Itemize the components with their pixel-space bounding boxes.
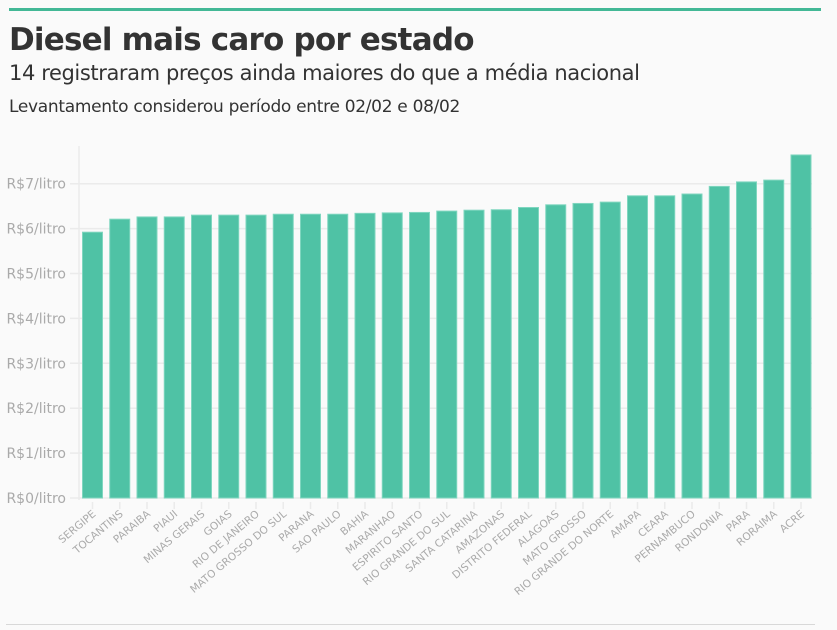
chart-subtitle: 14 registraram preços ainda maiores do q…	[9, 61, 640, 85]
y-tick-label: R$4/litro	[6, 311, 66, 327]
y-tick-label: R$2/litro	[6, 401, 66, 417]
bar	[191, 214, 212, 499]
y-tick-label: R$5/litro	[6, 267, 66, 283]
bar	[136, 216, 158, 499]
y-tick-label: R$0/litro	[6, 491, 66, 507]
bar	[518, 206, 539, 499]
bar	[82, 231, 103, 499]
bar	[218, 214, 240, 499]
bar	[245, 214, 267, 499]
bar	[627, 195, 648, 499]
bar	[490, 209, 512, 499]
bottom-divider	[6, 624, 815, 625]
bar	[272, 213, 294, 499]
x-tick-label: ACRE	[778, 508, 807, 535]
y-tick-label: R$3/litro	[6, 356, 66, 372]
bar	[354, 212, 376, 499]
bar	[572, 202, 594, 499]
chart-note: Levantamento considerou período entre 02…	[9, 97, 461, 117]
chart-title: Diesel mais caro por estado	[9, 22, 475, 58]
y-axis: R$0/litro R$1/litro R$2/litro R$3/litro R$4/…	[6, 177, 66, 507]
bar	[463, 209, 485, 499]
bar	[654, 195, 676, 499]
bar	[736, 181, 757, 499]
bar	[109, 218, 131, 499]
bar-chart: R$0/litro R$1/litro R$2/litro R$3/litro R$4/…	[6, 146, 812, 598]
y-tick-label: R$7/litro	[6, 177, 66, 193]
bar	[300, 213, 321, 499]
bar	[327, 213, 349, 499]
bar	[163, 216, 185, 499]
x-tick-label: AMAPA	[608, 508, 644, 541]
bar	[790, 154, 812, 499]
y-tick-label: R$1/litro	[6, 446, 66, 462]
accent-top-bar	[9, 8, 821, 11]
bar	[599, 201, 621, 499]
bar	[763, 179, 785, 499]
bar	[545, 204, 567, 499]
bar	[436, 210, 458, 499]
bar	[409, 211, 430, 499]
bar	[681, 193, 703, 499]
bar	[708, 185, 730, 499]
bar	[381, 212, 403, 499]
y-tick-label: R$6/litro	[6, 222, 66, 238]
bars	[82, 154, 812, 499]
